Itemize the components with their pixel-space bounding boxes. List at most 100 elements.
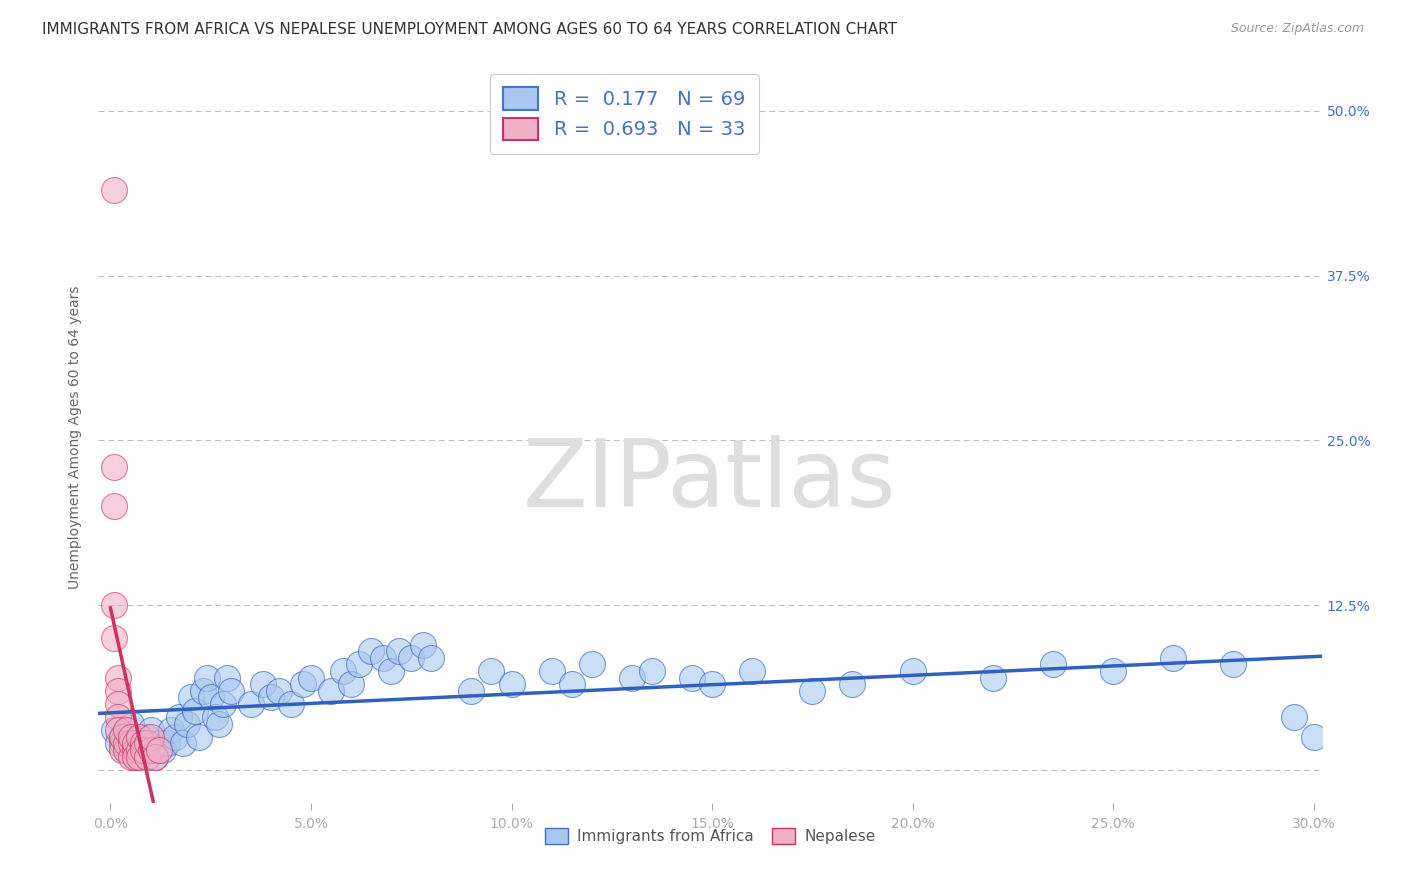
Point xyxy=(111,730,134,744)
Point xyxy=(115,737,138,751)
Point xyxy=(183,704,205,718)
Point xyxy=(299,671,322,685)
Point xyxy=(111,737,134,751)
Point xyxy=(681,671,703,685)
Point xyxy=(103,598,125,612)
Point xyxy=(388,644,411,658)
Y-axis label: Unemployment Among Ages 60 to 64 years: Unemployment Among Ages 60 to 64 years xyxy=(69,285,83,589)
Point xyxy=(135,749,157,764)
Point xyxy=(103,183,125,197)
Point xyxy=(291,677,314,691)
Point xyxy=(103,459,125,474)
Point xyxy=(340,677,363,691)
Point xyxy=(128,749,150,764)
Point xyxy=(115,723,138,738)
Point xyxy=(139,743,162,757)
Point xyxy=(260,690,283,705)
Point xyxy=(111,743,134,757)
Point xyxy=(208,716,231,731)
Point xyxy=(420,650,443,665)
Point xyxy=(219,683,242,698)
Point xyxy=(135,737,157,751)
Point xyxy=(103,631,125,645)
Point xyxy=(1222,657,1244,672)
Point xyxy=(380,664,402,678)
Point xyxy=(204,710,226,724)
Point xyxy=(561,677,583,691)
Text: ZIPatlas: ZIPatlas xyxy=(523,435,897,527)
Point xyxy=(163,730,186,744)
Point xyxy=(131,743,153,757)
Point xyxy=(581,657,603,672)
Point xyxy=(1302,730,1324,744)
Point xyxy=(128,737,150,751)
Point xyxy=(124,749,146,764)
Point xyxy=(360,644,382,658)
Point xyxy=(1161,650,1184,665)
Point xyxy=(280,697,302,711)
Point xyxy=(107,710,129,724)
Point xyxy=(143,749,166,764)
Point xyxy=(176,716,198,731)
Point xyxy=(1102,664,1125,678)
Point xyxy=(124,749,146,764)
Point xyxy=(107,723,129,738)
Point xyxy=(120,730,142,744)
Point xyxy=(700,677,723,691)
Point xyxy=(107,683,129,698)
Point xyxy=(111,730,134,744)
Point xyxy=(124,743,146,757)
Point xyxy=(901,664,924,678)
Point xyxy=(195,671,218,685)
Point xyxy=(1042,657,1064,672)
Point xyxy=(107,697,129,711)
Point xyxy=(120,737,142,751)
Point xyxy=(412,638,434,652)
Point xyxy=(128,730,150,744)
Point xyxy=(501,677,523,691)
Point xyxy=(741,664,763,678)
Point xyxy=(481,664,503,678)
Point xyxy=(152,743,174,757)
Point xyxy=(373,650,395,665)
Point xyxy=(131,737,153,751)
Point xyxy=(115,743,138,757)
Point xyxy=(115,743,138,757)
Point xyxy=(347,657,370,672)
Point xyxy=(215,671,238,685)
Point xyxy=(103,500,125,514)
Point xyxy=(180,690,202,705)
Text: Source: ZipAtlas.com: Source: ZipAtlas.com xyxy=(1230,22,1364,36)
Point xyxy=(841,677,863,691)
Point xyxy=(135,730,157,744)
Point xyxy=(252,677,274,691)
Point xyxy=(107,671,129,685)
Point xyxy=(540,664,562,678)
Point xyxy=(128,743,150,757)
Point xyxy=(148,737,170,751)
Point xyxy=(981,671,1004,685)
Point xyxy=(620,671,643,685)
Legend: Immigrants from Africa, Nepalese: Immigrants from Africa, Nepalese xyxy=(538,822,882,850)
Point xyxy=(139,723,162,738)
Point xyxy=(107,737,129,751)
Point xyxy=(143,749,166,764)
Point xyxy=(172,737,194,751)
Point xyxy=(120,716,142,731)
Point xyxy=(120,749,142,764)
Point xyxy=(239,697,262,711)
Point xyxy=(801,683,824,698)
Point xyxy=(332,664,354,678)
Point xyxy=(139,730,162,744)
Point xyxy=(124,737,146,751)
Point xyxy=(1282,710,1305,724)
Point xyxy=(399,650,422,665)
Point xyxy=(319,683,342,698)
Point xyxy=(200,690,222,705)
Point xyxy=(211,697,233,711)
Point xyxy=(460,683,482,698)
Point xyxy=(103,723,125,738)
Point xyxy=(159,723,181,738)
Point xyxy=(155,737,177,751)
Point xyxy=(148,743,170,757)
